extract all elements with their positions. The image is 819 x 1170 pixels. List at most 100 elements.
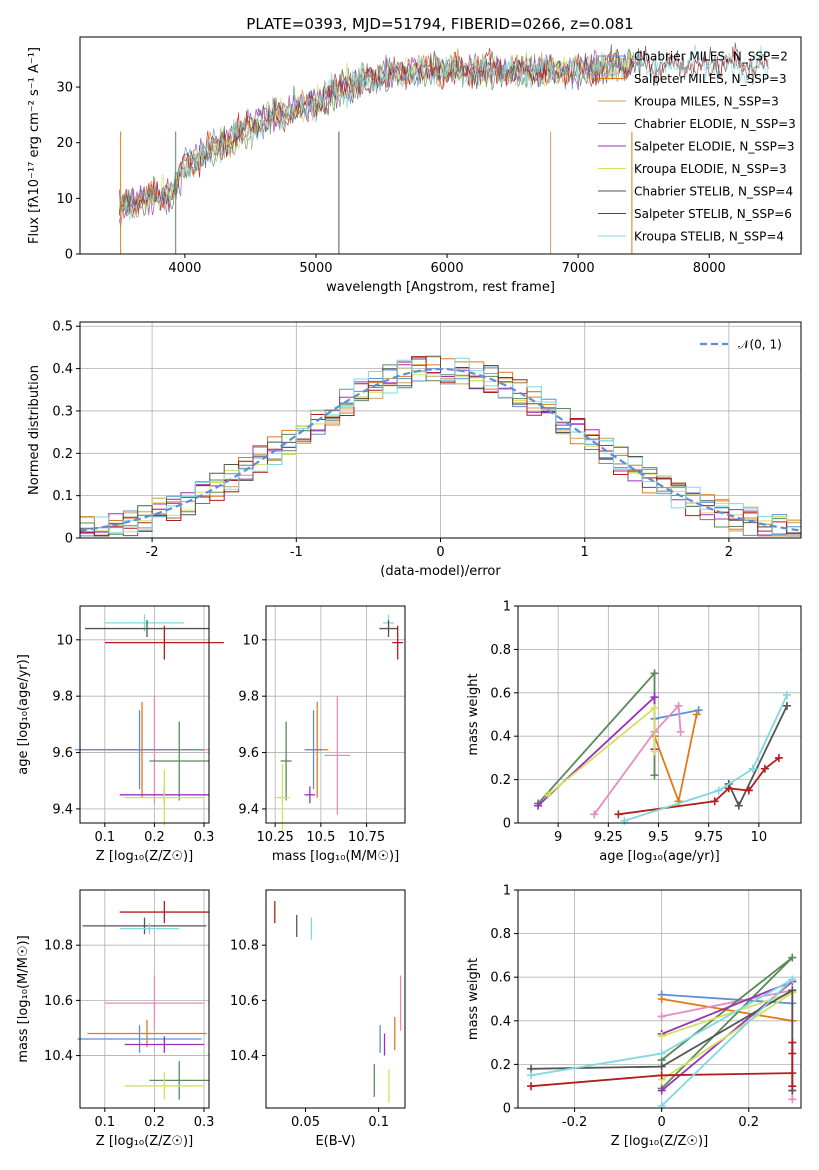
x-tick-label: 7000	[562, 261, 595, 276]
weight-series	[534, 669, 659, 808]
weight-marker	[650, 771, 659, 780]
x-tick-label: 9	[554, 830, 562, 845]
weight-marker	[527, 1071, 536, 1080]
y-tick-label: 0.2	[52, 447, 73, 462]
x-tick-label: 0.1	[94, 1115, 115, 1130]
chart-5: 0.1 0.2 0.3 10.4 10.6 10.8 Z [log₁₀(Z/Z☉)] mass…	[16, 889, 215, 1149]
x-tick-label: 0.05	[291, 1115, 320, 1130]
legend-label: Kroupa MILES, N_SSP=3	[634, 95, 779, 109]
y-axis-label: age [log₁₀(age/yr)]	[16, 654, 31, 775]
x-axis-label: E(B-V)	[315, 1134, 355, 1149]
errorbar-point	[304, 710, 323, 790]
y-tick-label: 0	[65, 248, 73, 263]
errorbar-point	[149, 721, 209, 801]
errorbar-point	[324, 696, 351, 815]
plot-area	[527, 953, 797, 1110]
chart-0: 4000 5000 6000 7000 8000 0 10 20 30 wavelength [A…	[27, 15, 802, 295]
legend-label: Salpeter MILES, N_SSP=3	[634, 72, 787, 86]
weight-series	[614, 753, 783, 819]
weight-marker	[788, 1069, 797, 1078]
x-tick-label: -0.2	[562, 1115, 587, 1130]
weight-marker	[657, 1049, 666, 1058]
weight-marker	[676, 727, 685, 736]
weight-marker	[650, 703, 659, 712]
weight-marker	[650, 693, 659, 702]
plot-area	[79, 355, 802, 537]
axes-frame	[79, 605, 210, 824]
x-tick-label: 0.1	[94, 830, 115, 845]
plot-area	[75, 614, 224, 826]
weight-marker	[657, 1062, 666, 1071]
y-tick-label: 0.4	[490, 730, 511, 745]
weight-marker	[650, 669, 659, 678]
plot-area	[274, 901, 402, 1103]
y-tick-label: 1	[503, 884, 511, 899]
axes-frame	[517, 605, 802, 824]
weight-line	[531, 1042, 794, 1088]
y-tick-label: 30	[56, 81, 73, 96]
y-tick-label: 0.1	[52, 489, 73, 504]
errorbar-point	[119, 923, 180, 935]
weight-marker	[748, 764, 757, 773]
y-tick-label: 9.4	[52, 802, 73, 817]
weight-marker	[788, 975, 797, 984]
x-tick-label: 0	[436, 545, 444, 560]
chart-title: PLATE=0393, MJD=51794, FIBERID=0266, z=0…	[246, 15, 633, 33]
weight-series	[527, 975, 797, 1110]
errorbar-point	[104, 975, 205, 1031]
weight-marker	[544, 790, 553, 799]
errorbar-point	[280, 721, 292, 801]
legend-label: Kroupa ELODIE, N_SSP=3	[634, 162, 787, 176]
weight-line	[661, 991, 793, 1081]
weight-marker	[657, 1032, 666, 1041]
y-tick-label: 10	[56, 192, 73, 207]
weight-marker	[774, 753, 783, 762]
y-axis-label: mass weight	[466, 673, 481, 755]
weight-marker	[694, 706, 703, 715]
weight-marker	[657, 995, 666, 1003]
axes-frame	[265, 889, 406, 1109]
weight-line	[593, 703, 682, 815]
weight-marker	[788, 1038, 797, 1047]
weight-line	[624, 694, 788, 822]
weight-series	[527, 1038, 797, 1091]
plot-area	[275, 614, 404, 832]
x-tick-label: 9.75	[694, 830, 723, 845]
x-tick-label: -1	[290, 545, 303, 560]
y-tick-label: 0.8	[490, 927, 511, 942]
axes-frame	[265, 605, 406, 824]
axes-frame	[517, 889, 802, 1109]
legend-label: Chabrier ELODIE, N_SSP=3	[634, 117, 796, 131]
y-tick-label: 10.8	[44, 939, 73, 954]
weight-series	[657, 953, 797, 1093]
y-tick-label: 0	[65, 532, 73, 547]
weight-series	[544, 703, 659, 799]
errorbar-point	[87, 1019, 207, 1048]
weight-marker	[650, 747, 659, 756]
weight-marker	[674, 701, 683, 710]
weight-series	[590, 701, 685, 819]
y-tick-label: 0.2	[490, 1058, 511, 1073]
normal-reference-curve	[79, 367, 802, 532]
weight-marker	[788, 986, 797, 995]
weight-marker	[724, 784, 733, 793]
errorbar-point	[124, 1072, 205, 1100]
y-tick-label: 9.8	[238, 690, 259, 705]
y-tick-label: 0	[503, 817, 511, 832]
x-tick-label: 9.5	[648, 830, 669, 845]
weight-line	[618, 757, 780, 816]
y-tick-label: 0.5	[52, 320, 73, 335]
x-tick-label: 0.2	[738, 1115, 759, 1130]
y-tick-label: 10.4	[44, 1049, 73, 1064]
y-tick-label: 10.8	[230, 939, 259, 954]
x-axis-label: Z [log₁₀(Z/Z☉)]	[611, 1134, 708, 1149]
chart-2: 0.1 0.2 0.3 9.4 9.6 9.8 10 Z [log₁₀(Z/Z☉)] age […	[16, 605, 224, 864]
weight-marker	[534, 801, 543, 810]
weight-marker	[788, 1095, 797, 1104]
y-tick-label: 0.4	[490, 1014, 511, 1029]
errorbar-point	[104, 625, 224, 660]
weight-marker	[527, 1082, 536, 1091]
x-tick-label: 0.1	[368, 1115, 389, 1130]
x-tick-label: 0.3	[194, 1115, 215, 1130]
